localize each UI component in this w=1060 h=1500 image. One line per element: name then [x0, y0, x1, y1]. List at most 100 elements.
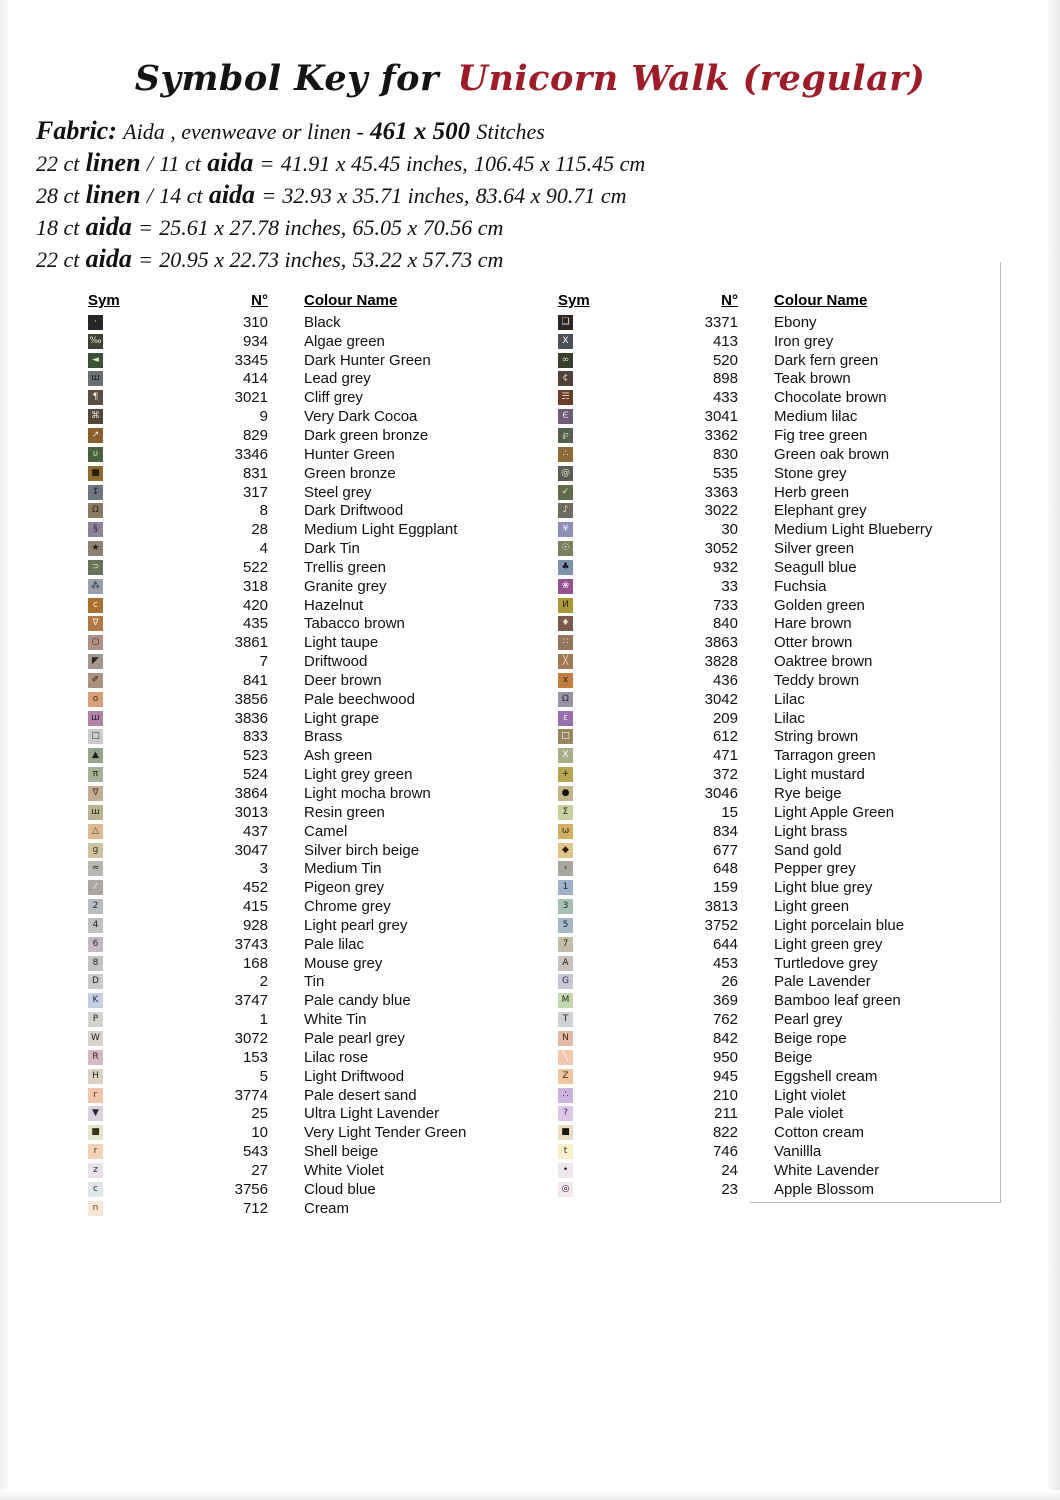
table-row: ⌘ 9 Very Dark Cocoa: [88, 407, 558, 426]
table-row: o 3856 Pale beechwood: [88, 690, 558, 709]
table-row: · 310 Black: [88, 313, 558, 332]
dmc-number: 830: [712, 445, 738, 463]
dmc-number: 934: [242, 332, 268, 350]
dmc-number: 3346: [234, 445, 268, 463]
table-row: X 413 Iron grey: [558, 332, 978, 351]
colour-swatch-icon: ✓: [558, 484, 573, 500]
colour-swatch-icon: §: [88, 522, 103, 538]
dmc-number: 3813: [704, 898, 738, 916]
symbol-cell: P: [88, 1012, 148, 1028]
dmc-number: 318: [242, 577, 268, 595]
colour-swatch-icon: ■: [558, 1125, 573, 1141]
table-row: □ 833 Brass: [88, 728, 558, 747]
fabric-type-a: aida: [85, 212, 132, 241]
symbol-cell: ↗: [88, 427, 148, 443]
symbol-cell: 2: [88, 899, 148, 915]
symbol-cell: ▼: [88, 1106, 148, 1122]
table-row: ¢ 898 Teak brown: [558, 370, 978, 389]
colour-name: White Lavender: [774, 1161, 880, 1179]
colour-name: Hunter Green: [304, 445, 395, 463]
fabric-label: Fabric:: [36, 116, 117, 145]
table-row: ‰ 934 Algae green: [88, 332, 558, 351]
colour-swatch-icon: ·: [88, 314, 103, 330]
colour-name: Very Light Tender Green: [304, 1124, 467, 1142]
dmc-number: 26: [721, 973, 738, 991]
dmc-number: 437: [242, 822, 268, 840]
table-row: § 28 Medium Light Eggplant: [88, 520, 558, 539]
table-row: ? 211 Pale violet: [558, 1104, 978, 1123]
dmc-number: 10: [251, 1124, 268, 1142]
colour-swatch-icon: ≈: [88, 861, 103, 877]
symbol-cell: n: [88, 1200, 148, 1216]
table-row: 1 159 Light blue grey: [558, 878, 978, 897]
colour-swatch-icon: ⌘: [88, 409, 103, 425]
colour-name: Light brass: [774, 822, 848, 840]
symbol-cell: π: [88, 767, 148, 783]
fabric-type-b: aida: [208, 180, 256, 209]
symbol-cell: ◆: [558, 842, 618, 858]
colour-swatch-icon: □: [558, 729, 573, 745]
colour-swatch-icon: x: [558, 672, 573, 688]
table-row: ♦ 840 Hare brown: [558, 615, 978, 634]
colour-swatch-icon: ╲: [558, 1049, 573, 1065]
colour-name: Dark Hunter Green: [304, 351, 431, 369]
colour-swatch-icon: Σ: [558, 804, 573, 820]
table-row: 3 3813 Light green: [558, 897, 978, 916]
fabric-type-a: linen: [85, 148, 141, 177]
symbol-cell: □: [558, 729, 618, 745]
colour-swatch-icon: H: [88, 1068, 103, 1084]
colour-swatch-icon: 8: [88, 955, 103, 971]
colour-name: Trellis green: [304, 558, 386, 576]
fabric-type-a: aida: [85, 244, 132, 273]
table-row: ■ 831 Green bronze: [88, 464, 558, 483]
colour-swatch-icon: ◄: [88, 352, 103, 368]
colour-name: Silver green: [774, 540, 855, 558]
dmc-number: 3022: [704, 502, 738, 520]
colour-name: Driftwood: [304, 653, 368, 671]
colour-name: Dark Tin: [304, 540, 360, 558]
symbol-cell: x: [558, 672, 618, 688]
dmc-number: 841: [242, 671, 268, 689]
fabric-cm: 106.45 x 115.45 cm: [474, 151, 646, 176]
symbol-cell: ○: [88, 635, 148, 651]
colour-name: Light blue grey: [774, 879, 873, 897]
fabric-info: Fabric: Aida , evenweave or linen - 461 …: [36, 115, 1060, 275]
colour-name: Fig tree green: [774, 426, 868, 444]
colour-name: Sand gold: [774, 841, 842, 859]
fabric-size-row: 18 ct aida = 25.61 x 27.78 inches, 65.05…: [36, 211, 1060, 243]
dmc-number: 3864: [234, 785, 268, 803]
colour-name: Medium Light Eggplant: [304, 521, 458, 539]
symbol-cell: ✓: [558, 484, 618, 500]
colour-name: Cotton cream: [774, 1124, 865, 1142]
colour-name: Resin green: [304, 803, 385, 821]
fabric-type-b: aida: [207, 148, 254, 177]
colour-name: Light Apple Green: [774, 803, 895, 821]
colour-name: Vanillla: [774, 1143, 822, 1161]
fabric-separator: /: [146, 151, 153, 176]
dmc-number: 3747: [234, 992, 268, 1010]
fabric-equals: =: [259, 151, 275, 176]
table-row: г 3774 Pale desert sand: [88, 1086, 558, 1105]
colour-swatch-icon: +: [558, 767, 573, 783]
dmc-number: 535: [712, 464, 738, 482]
dmc-number: 9: [259, 408, 268, 426]
dmc-number: 524: [242, 766, 268, 784]
table-row: +372 Light mustard: [558, 765, 978, 784]
symbol-cell: г: [88, 1087, 148, 1103]
table-header-row: Sym N° Colour Name: [558, 289, 978, 309]
colour-name: Pearl grey: [774, 1011, 843, 1029]
table-row: ■ 822 Cotton cream: [558, 1123, 978, 1142]
dmc-number: 414: [242, 370, 268, 388]
table-row: ↕ 317 Steel grey: [88, 483, 558, 502]
symbol-cell: c: [88, 597, 148, 613]
table-row: ∴ 830 Green oak brown: [558, 445, 978, 464]
symbol-cell: g: [88, 842, 148, 858]
table-row: □ 612 String brown: [558, 728, 978, 747]
colour-name: Light green: [774, 898, 850, 916]
dmc-number: 211: [714, 1105, 738, 1123]
dmc-number: 928: [242, 916, 268, 934]
fabric-inches: 25.61 x 27.78 inches,: [159, 215, 347, 240]
table-row: ♪ 3022 Elephant grey: [558, 501, 978, 520]
symbol-cell: 6: [88, 936, 148, 952]
colour-swatch-icon: ∞: [558, 352, 573, 368]
